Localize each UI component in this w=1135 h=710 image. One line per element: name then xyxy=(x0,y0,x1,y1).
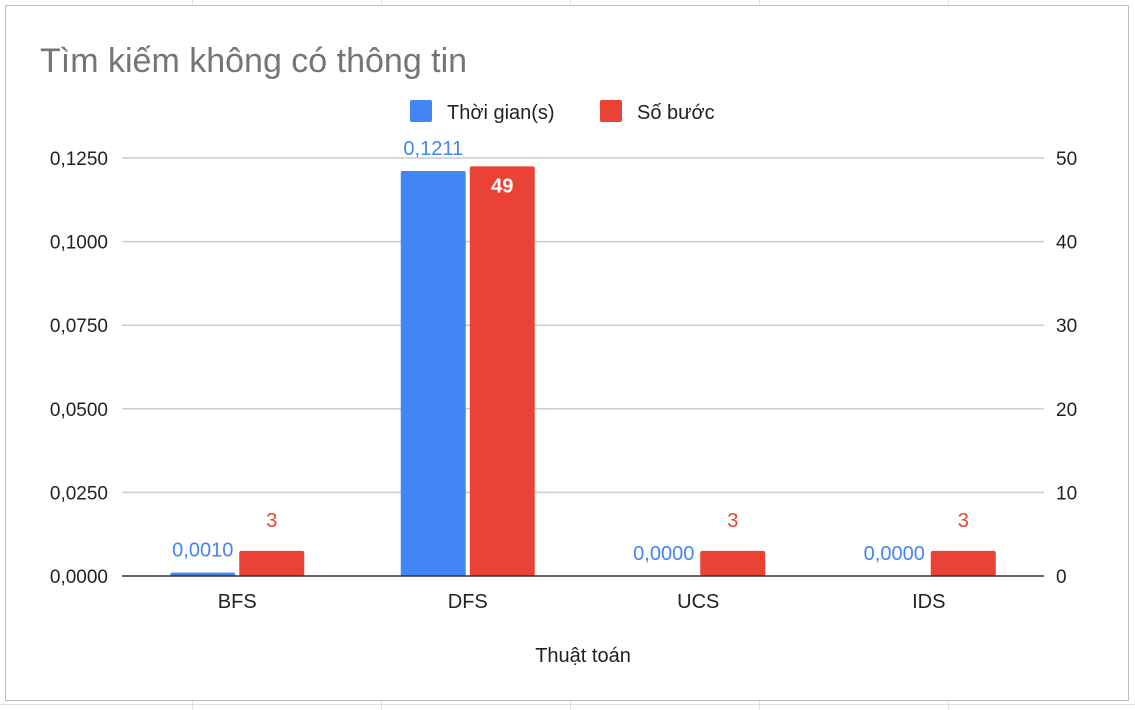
category-label: IDS xyxy=(912,591,945,613)
category-label: UCS xyxy=(677,591,719,613)
legend-swatch-steps xyxy=(600,100,622,122)
bar-time xyxy=(400,171,466,576)
bar-time xyxy=(170,572,236,576)
legend-swatch-time xyxy=(410,100,432,122)
chart-container[interactable] xyxy=(5,5,1129,701)
legend: Thời gian(s) Số bước xyxy=(410,100,715,124)
data-label-time: 0,0000 xyxy=(864,543,925,565)
right-tick-label: 10 xyxy=(1056,483,1077,504)
data-label-steps: 49 xyxy=(491,175,513,197)
bar-steps xyxy=(239,550,305,576)
category-label: BFS xyxy=(218,591,257,613)
left-tick-label: 0,1250 xyxy=(50,149,108,170)
right-tick-label: 30 xyxy=(1056,316,1077,337)
left-tick-label: 0,0750 xyxy=(50,316,108,337)
right-tick-label: 20 xyxy=(1056,400,1077,421)
left-axis-ticks: 0,0000 0,0250 0,0500 0,0750 0,1000 0,1250 xyxy=(50,149,108,588)
left-tick-label: 0,0000 xyxy=(50,567,108,588)
legend-label-steps: Số bước xyxy=(637,102,715,124)
right-axis-ticks: 0 10 20 30 40 50 xyxy=(1056,149,1077,588)
data-labels: 0,0010 3 0,1211 49 0,0000 3 0,0000 3 xyxy=(172,138,969,565)
x-axis-title: Thuật toán xyxy=(535,645,631,667)
bar-steps xyxy=(700,550,766,576)
right-tick-label: 0 xyxy=(1056,567,1067,588)
left-tick-label: 0,0250 xyxy=(50,483,108,504)
category-label: DFS xyxy=(448,591,488,613)
data-label-time: 0,0000 xyxy=(633,543,694,565)
bars xyxy=(170,166,996,577)
left-tick-label: 0,0500 xyxy=(50,400,108,421)
legend-label-time: Thời gian(s) xyxy=(447,102,555,124)
data-label-steps: 3 xyxy=(727,510,738,532)
bar-steps xyxy=(930,550,996,576)
left-tick-label: 0,1000 xyxy=(50,233,108,254)
data-label-steps: 3 xyxy=(958,510,969,532)
data-label-steps: 3 xyxy=(266,510,277,532)
bar-steps xyxy=(469,166,535,577)
data-label-time: 0,1211 xyxy=(403,138,463,160)
data-label-time: 0,0010 xyxy=(172,540,233,562)
category-labels: BFS DFS UCS IDS xyxy=(218,591,946,613)
right-tick-label: 50 xyxy=(1056,149,1077,170)
chart-title: Tìm kiếm không có thông tin xyxy=(40,42,467,80)
gridlines xyxy=(122,157,1044,494)
right-tick-label: 40 xyxy=(1056,233,1077,254)
